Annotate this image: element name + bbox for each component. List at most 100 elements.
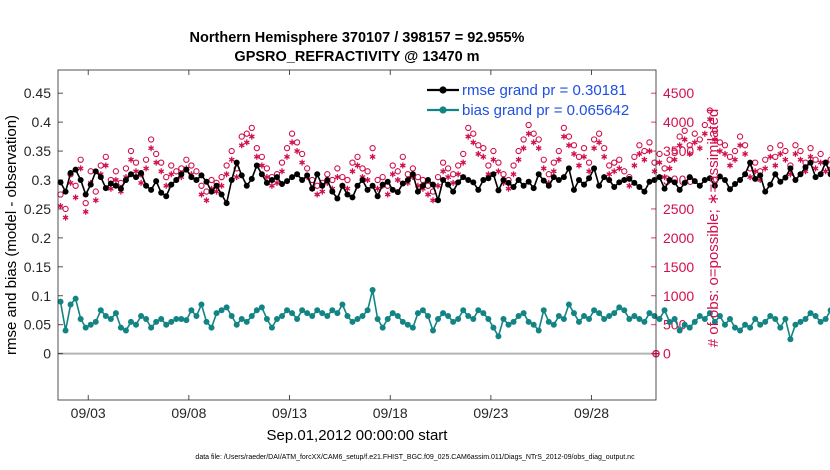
obs-assimilated-point	[455, 171, 462, 178]
bias-series-point	[716, 313, 723, 320]
obs-assimilated-point	[299, 159, 306, 166]
obs-possible-point	[238, 133, 245, 140]
bias-series-point	[570, 310, 577, 317]
rmse-series-point	[188, 174, 195, 181]
obs-possible-point	[797, 147, 804, 155]
bias-series-point	[802, 315, 809, 322]
obs-assimilated-point	[505, 185, 512, 192]
obs-assimilated-point	[279, 168, 285, 175]
x-tick-label: 09/03	[71, 405, 106, 421]
rmse-series-point	[414, 188, 421, 195]
obs-assimilated-point	[248, 133, 255, 140]
bias-series-point	[671, 315, 678, 322]
obs-possible-point	[585, 159, 593, 166]
bias-series-point	[540, 307, 547, 314]
bias-series-point	[243, 318, 250, 325]
rmse-series-point	[777, 178, 784, 185]
bias-series-point	[248, 313, 255, 320]
rmse-series-point	[158, 189, 165, 196]
bias-series-point	[737, 327, 744, 334]
obs-assimilated-point	[460, 159, 467, 166]
obs-possible-point	[767, 145, 774, 152]
obs-possible-point	[606, 162, 613, 169]
obs-assimilated-point	[525, 130, 532, 137]
obs-possible-point	[394, 168, 401, 175]
rmse-series-point	[525, 178, 532, 185]
rmse-series-point	[802, 164, 809, 171]
obs-possible-point	[656, 150, 663, 158]
obs-assimilated-point	[530, 139, 537, 146]
bias-series-point	[686, 324, 693, 331]
bias-series-point	[510, 318, 517, 325]
rmse-series-point	[616, 179, 623, 186]
obs-assimilated-point	[661, 174, 668, 181]
obs-possible-point	[359, 165, 366, 172]
rmse-series-point	[782, 174, 789, 181]
bias-series-point	[505, 321, 512, 328]
rmse-series-point	[314, 171, 321, 178]
bias-series-point	[82, 324, 89, 331]
obs-assimilated-point	[576, 162, 582, 169]
obs-possible-point	[641, 147, 648, 155]
bias-series-point	[319, 310, 326, 317]
obs-possible-point	[621, 168, 628, 175]
obs-possible-point	[153, 150, 160, 158]
obs-assimilated-point	[560, 133, 567, 140]
rmse-series-point	[319, 182, 326, 189]
y-axis-label-right: # of obs: o=possible; ∗=assimilated	[705, 109, 722, 348]
legend: rmse grand pr = 0.30181 bias grand pr = …	[427, 82, 629, 119]
bias-series-point	[309, 313, 316, 320]
obs-assimilated-point	[626, 182, 633, 189]
y-left-tick-label: 0.4	[32, 114, 52, 130]
rmse-series-point	[455, 179, 462, 186]
bias-series-point	[329, 307, 336, 314]
obs-possible-point	[278, 159, 286, 166]
y-left-tick-label: 0.15	[24, 259, 51, 275]
rmse-series-point	[626, 175, 633, 182]
y-right-tick-label: 4500	[663, 85, 694, 101]
rmse-series-point	[661, 185, 668, 192]
obs-assimilated-point	[263, 174, 270, 181]
bias-series-point	[349, 318, 356, 325]
bias-series-point	[233, 321, 240, 328]
obs-possible-point	[726, 153, 734, 160]
rmse-series-point	[520, 182, 527, 189]
obs-possible-point	[389, 162, 396, 169]
obs-assimilated-point	[676, 142, 683, 149]
rmse-series-point	[545, 182, 552, 189]
rmse-series-point	[505, 179, 512, 186]
obs-assimilated-point	[822, 168, 829, 175]
obs-assimilated-point	[792, 150, 799, 157]
bias-series-point	[107, 315, 114, 322]
rmse-series-point	[183, 166, 190, 173]
obs-possible-point	[545, 171, 552, 178]
obs-assimilated-point	[314, 191, 321, 198]
rmse-series-point	[344, 191, 351, 198]
obs-assimilated-point	[158, 168, 165, 175]
obs-assimilated-point	[369, 153, 376, 160]
rmse-series-point	[772, 171, 779, 178]
obs-possible-point	[721, 142, 729, 149]
bias-series-point	[827, 307, 830, 314]
bias-series-point	[581, 313, 588, 320]
legend-bias-marker	[439, 106, 447, 114]
obs-possible-point	[485, 162, 492, 169]
rmse-series-point	[666, 177, 673, 183]
obs-possible-point	[304, 165, 311, 172]
rmse-series-point	[394, 189, 401, 196]
obs-possible-point	[168, 162, 175, 169]
rmse-series-point	[792, 177, 799, 183]
rmse-series-point	[581, 181, 588, 188]
obs-possible-point	[741, 142, 749, 149]
obs-possible-point	[298, 150, 306, 158]
rmse-series-point	[213, 182, 220, 189]
bias-series-point	[359, 313, 366, 320]
bias-series-point	[168, 318, 175, 325]
bias-series-point	[807, 310, 814, 317]
obs-assimilated-point	[253, 153, 260, 160]
obs-possible-point	[248, 124, 255, 132]
bias-series-point	[787, 336, 794, 343]
rmse-series-point	[510, 183, 517, 190]
obs-possible-point	[570, 142, 578, 149]
bias-series-point	[535, 327, 542, 334]
